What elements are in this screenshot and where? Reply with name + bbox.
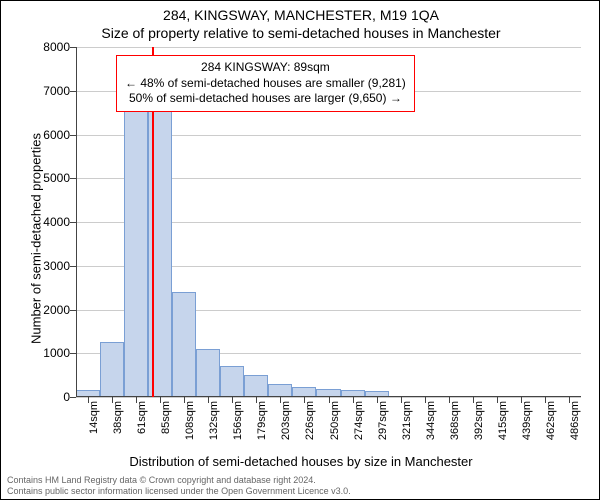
y-tick-label: 1000 bbox=[30, 346, 70, 360]
y-tick-mark bbox=[70, 397, 76, 398]
plot-area: 01000200030004000500060007000800014sqm38… bbox=[76, 47, 581, 397]
info-heading: 284 KINGSWAY: 89sqm bbox=[125, 60, 406, 76]
attribution: Contains HM Land Registry data © Crown c… bbox=[7, 475, 351, 497]
y-tick-label: 5000 bbox=[30, 171, 70, 185]
y-tick-label: 2000 bbox=[30, 303, 70, 317]
chart-container: 284, KINGSWAY, MANCHESTER, M19 1QA Size … bbox=[0, 0, 600, 500]
y-tick-label: 6000 bbox=[30, 128, 70, 142]
histogram-bar bbox=[124, 104, 148, 397]
y-tick-label: 3000 bbox=[30, 259, 70, 273]
y-tick-label: 7000 bbox=[30, 84, 70, 98]
histogram-bar bbox=[100, 342, 124, 397]
x-tick-label: 61sqm bbox=[136, 401, 148, 457]
histogram-bar bbox=[220, 366, 244, 397]
info-larger: 50% of semi-detached houses are larger (… bbox=[125, 91, 406, 107]
histogram-bar bbox=[172, 292, 196, 397]
x-tick-label: 226sqm bbox=[304, 401, 316, 457]
x-tick-label: 203sqm bbox=[280, 401, 292, 457]
title-address: 284, KINGSWAY, MANCHESTER, M19 1QA bbox=[1, 7, 600, 23]
x-tick-label: 38sqm bbox=[112, 401, 124, 457]
y-axis-line bbox=[76, 47, 77, 397]
x-tick-label: 179sqm bbox=[256, 401, 268, 457]
title-sub: Size of property relative to semi-detach… bbox=[1, 25, 600, 41]
x-tick-label: 297sqm bbox=[377, 401, 389, 457]
property-info-box: 284 KINGSWAY: 89sqm← 48% of semi-detache… bbox=[116, 55, 415, 112]
x-tick-label: 486sqm bbox=[569, 401, 581, 457]
x-tick-label: 108sqm bbox=[184, 401, 196, 457]
y-tick-label: 0 bbox=[30, 390, 70, 404]
x-tick-label: 368sqm bbox=[449, 401, 461, 457]
y-tick-label: 4000 bbox=[30, 215, 70, 229]
x-tick-label: 462sqm bbox=[545, 401, 557, 457]
histogram-bar bbox=[196, 349, 220, 397]
x-tick-label: 321sqm bbox=[401, 401, 413, 457]
x-tick-label: 250sqm bbox=[329, 401, 341, 457]
info-smaller: ← 48% of semi-detached houses are smalle… bbox=[125, 76, 406, 92]
x-tick-label: 156sqm bbox=[232, 401, 244, 457]
x-tick-label: 14sqm bbox=[88, 401, 100, 457]
y-tick-label: 8000 bbox=[30, 40, 70, 54]
footer-line-1: Contains HM Land Registry data © Crown c… bbox=[7, 475, 351, 486]
x-tick-label: 415sqm bbox=[497, 401, 509, 457]
x-tick-label: 392sqm bbox=[473, 401, 485, 457]
histogram-bar bbox=[244, 375, 268, 397]
x-tick-label: 274sqm bbox=[353, 401, 365, 457]
x-tick-label: 439sqm bbox=[521, 401, 533, 457]
x-tick-label: 85sqm bbox=[160, 401, 172, 457]
x-tick-label: 344sqm bbox=[425, 401, 437, 457]
x-tick-label: 132sqm bbox=[208, 401, 220, 457]
footer-line-2: Contains public sector information licen… bbox=[7, 486, 351, 497]
